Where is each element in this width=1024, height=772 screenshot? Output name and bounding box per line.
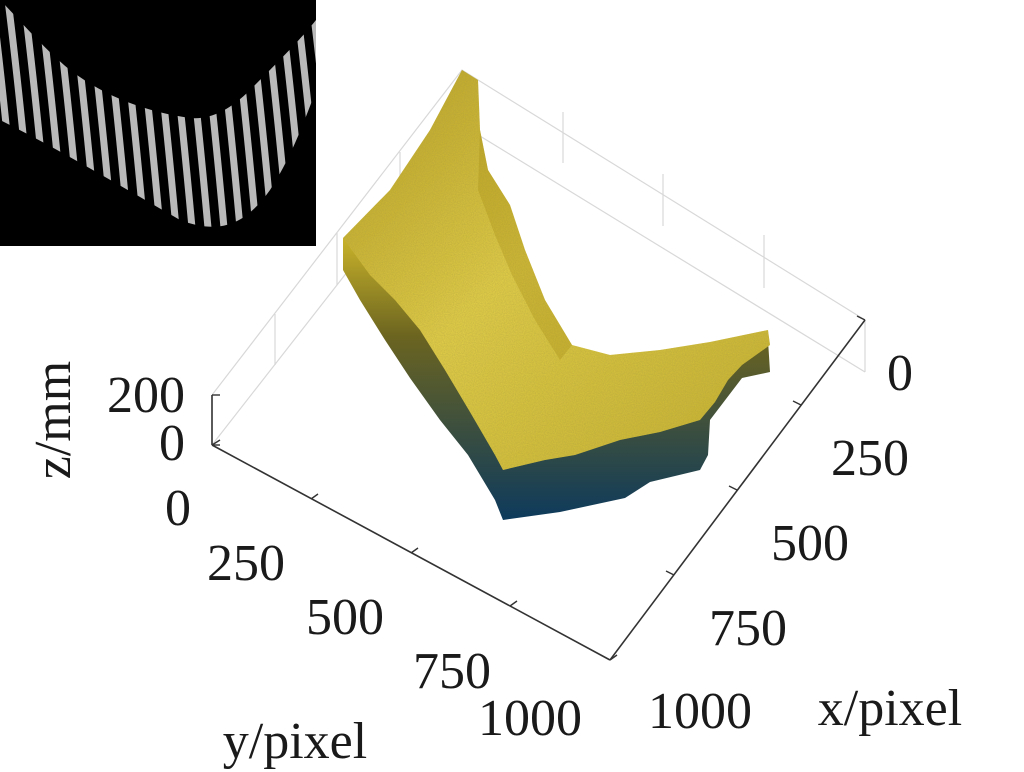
fringe-stripe xyxy=(328,0,354,250)
inset-fringe-image xyxy=(0,0,370,250)
y-tick-label: 1000 xyxy=(478,690,582,747)
z-tick-label: 0 xyxy=(159,415,185,472)
surface-top xyxy=(343,70,770,470)
z-tick-label: 200 xyxy=(107,367,185,424)
tick-marks xyxy=(211,315,866,661)
z-axis-label: z/mm xyxy=(25,361,82,479)
x-tick-label: 1000 xyxy=(648,683,752,740)
fringe-stripe xyxy=(308,0,316,227)
x-tick-label: 0 xyxy=(887,345,913,402)
x-axis-label: x/pixel xyxy=(818,680,962,737)
y-tick-label: 750 xyxy=(413,643,491,700)
y-tick-label: 500 xyxy=(306,589,384,646)
x-tick-labels: 0 250 500 750 1000 xyxy=(648,345,913,740)
surface-side xyxy=(343,238,770,520)
y-tick-label: 250 xyxy=(207,535,285,592)
x-tick-label: 750 xyxy=(709,600,787,657)
z-tick-labels: 200 0 xyxy=(107,367,185,472)
y-tick-labels: 0 250 500 750 1000 xyxy=(165,480,582,747)
x-tick-label: 250 xyxy=(831,430,909,487)
y-tick-label: 0 xyxy=(165,480,191,537)
fringe-stripe xyxy=(344,0,370,250)
x-tick-label: 500 xyxy=(771,515,849,572)
surface-plot xyxy=(343,70,770,520)
y-axis-label: y/pixel xyxy=(223,713,367,770)
